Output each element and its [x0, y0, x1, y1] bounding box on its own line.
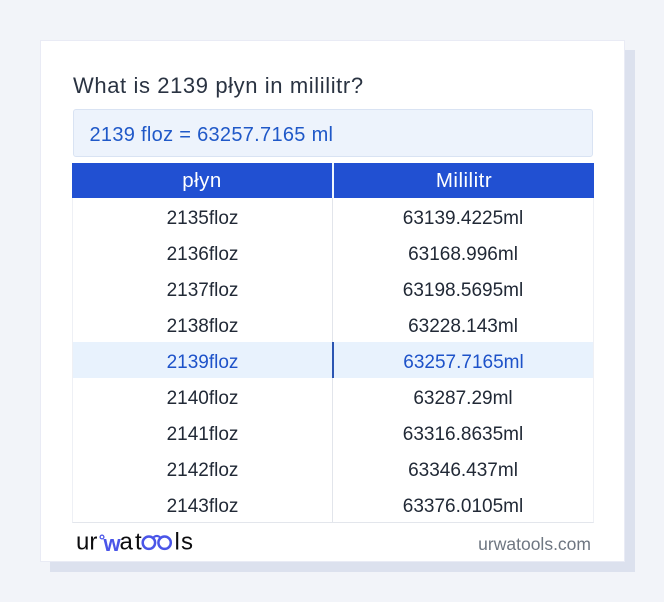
svg-text:s: s: [181, 529, 193, 556]
svg-text:a: a: [120, 529, 134, 556]
svg-text:t: t: [135, 529, 142, 556]
svg-text:l: l: [175, 529, 180, 556]
svg-text:w: w: [103, 531, 122, 556]
svg-text:ur: ur: [76, 529, 97, 556]
